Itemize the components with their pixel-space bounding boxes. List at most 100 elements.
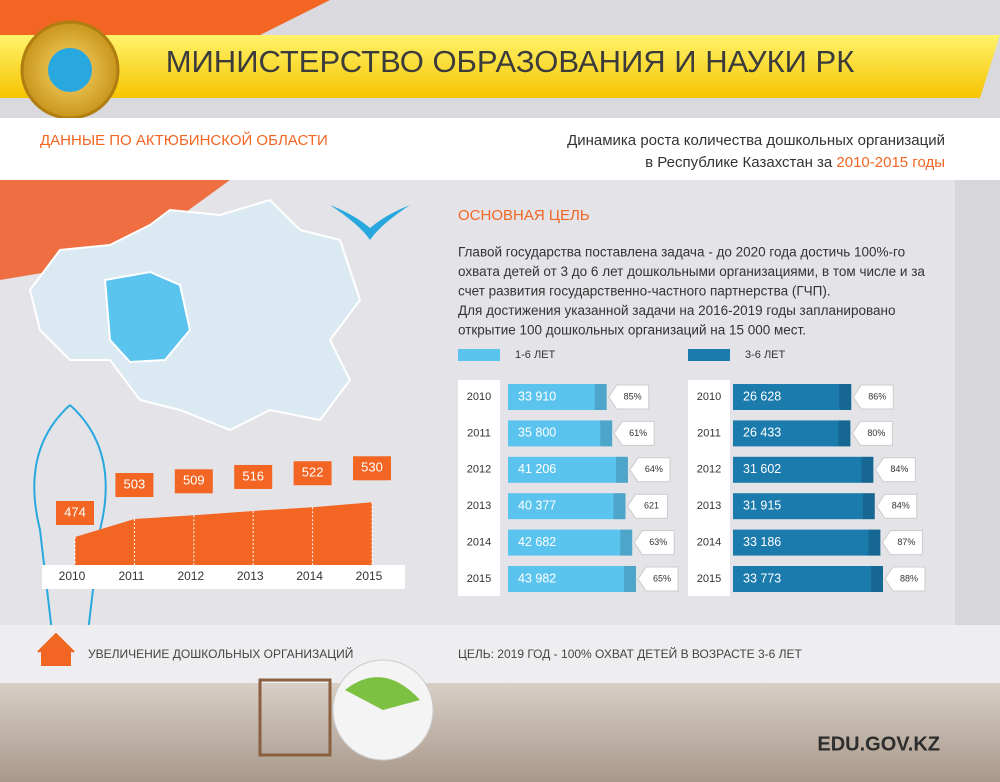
bar-tail — [600, 420, 613, 447]
x-tick-label: 2015 — [356, 569, 383, 583]
share-badge — [626, 493, 669, 519]
bar-tail — [594, 384, 607, 410]
y-tick-label: 2012 — [467, 464, 491, 476]
bar — [733, 529, 881, 556]
share-badge — [876, 493, 918, 519]
value-label: 530 — [361, 460, 383, 475]
site-label: EDU.GOV.KZ — [817, 733, 940, 755]
bar-tail — [861, 456, 874, 483]
value-box — [115, 473, 154, 498]
value-label: 509 — [183, 473, 205, 488]
bar — [508, 566, 636, 592]
value-label: 503 — [124, 476, 146, 491]
bar-tail — [615, 456, 628, 483]
value-label: 26 628 — [743, 389, 781, 403]
y-tick-label: 2011 — [697, 427, 721, 439]
value-box — [174, 469, 213, 494]
share-label: 88% — [900, 573, 918, 583]
share-badge — [637, 566, 679, 592]
bar-tail — [613, 493, 626, 520]
bar — [733, 456, 874, 483]
bar — [733, 420, 851, 447]
bar — [733, 493, 875, 520]
goal-text: счет развития государственно-частного па… — [458, 284, 831, 299]
x-tick-label: 2012 — [177, 569, 204, 583]
value-label: 41 206 — [518, 462, 556, 476]
bar-tail — [838, 420, 851, 447]
bar — [508, 529, 633, 556]
goal-title: ОСНОВНАЯ ЦЕЛЬ — [458, 207, 590, 224]
value-box — [353, 456, 391, 481]
share-label: 84% — [890, 464, 908, 474]
area — [75, 502, 372, 565]
floor — [0, 683, 1000, 782]
share-label: 85% — [624, 391, 642, 401]
y-tick-label: 2013 — [697, 500, 721, 512]
share-badge — [884, 566, 926, 592]
share-badge — [608, 384, 650, 410]
bar — [508, 420, 613, 447]
house-icon — [37, 632, 75, 666]
bar-tail — [862, 493, 875, 520]
subtitle: Динамика роста количества дошкольных орг… — [567, 132, 945, 149]
bar-tail — [624, 566, 636, 592]
bar-tail — [871, 566, 883, 592]
value-box — [56, 501, 94, 525]
share-badge — [881, 530, 923, 556]
y-tick-label: 2015 — [467, 573, 491, 585]
bar — [508, 493, 626, 520]
legend-label: 1-6 ЛЕТ — [515, 349, 556, 361]
page-title: МИНИСТЕРСТВО ОБРАЗОВАНИЯ И НАУКИ РК — [166, 44, 855, 79]
goal-text: охвата детей от 3 до 6 лет дошкольными о… — [458, 264, 925, 279]
value-label: 35 800 — [518, 426, 556, 440]
share-label: 86% — [868, 391, 886, 401]
y-tick-label: 2015 — [697, 573, 721, 585]
value-label: 33 910 — [518, 389, 556, 403]
year-column — [458, 380, 500, 596]
value-label: 42 682 — [518, 535, 556, 549]
bar — [508, 456, 628, 483]
value-box — [293, 461, 332, 486]
share-label: 84% — [892, 501, 910, 511]
y-tick-label: 2014 — [697, 537, 721, 549]
header-ribbon — [0, 35, 1000, 98]
ornament-strip — [955, 180, 1000, 680]
x-tick-label: 2014 — [296, 569, 323, 583]
legend-label: 3-6 ЛЕТ — [745, 349, 786, 361]
map — [28, 198, 362, 432]
goal-text: Главой государства поставлена задача - д… — [458, 245, 905, 260]
share-label: 63% — [649, 537, 667, 547]
bar — [508, 384, 607, 410]
value-label: 26 433 — [743, 426, 781, 440]
abacus-icon — [258, 678, 332, 757]
goal-text: Для достижения указанной задачи на 2016-… — [458, 303, 895, 318]
x-tick-label: 2011 — [118, 569, 144, 583]
value-label: 516 — [242, 468, 264, 483]
chart-caption: УВЕЛИЧЕНИЕ ДОШКОЛЬНЫХ ОРГАНИЗАЦИЙ — [88, 646, 353, 661]
value-label: 522 — [302, 465, 324, 480]
goal-text: открытие 100 дошкольных организаций на 1… — [458, 323, 806, 338]
tower-icon — [33, 404, 107, 701]
year-column — [688, 380, 730, 596]
value-label: 31 602 — [743, 462, 781, 476]
bar — [733, 566, 883, 592]
share-label: 80% — [867, 428, 885, 438]
subtitle-highlight: 2010-2015 годы — [836, 154, 945, 171]
chart-caption: ЦЕЛЬ: 2019 ГОД - 100% ОХВАТ ДЕТЕЙ В ВОЗР… — [458, 646, 803, 661]
region-label: ДАННЫЕ ПО АКТЮБИНСКОЙ ОБЛАСТИ — [40, 131, 328, 149]
eagle-icon — [330, 205, 410, 240]
value-label: 40 377 — [518, 498, 556, 512]
bar-tail — [868, 529, 881, 556]
map-highlight-region — [103, 270, 192, 364]
share-label: 621 — [644, 501, 659, 511]
bar-tail — [620, 529, 633, 556]
value-box — [234, 464, 273, 489]
subtitle: в Республике Казахстан за 2010-2015 годы — [645, 154, 945, 171]
y-tick-label: 2012 — [697, 464, 721, 476]
bar — [733, 384, 852, 410]
value-label: 33 773 — [743, 571, 781, 585]
x-tick-label: 2013 — [237, 569, 264, 583]
share-badge — [633, 530, 675, 556]
